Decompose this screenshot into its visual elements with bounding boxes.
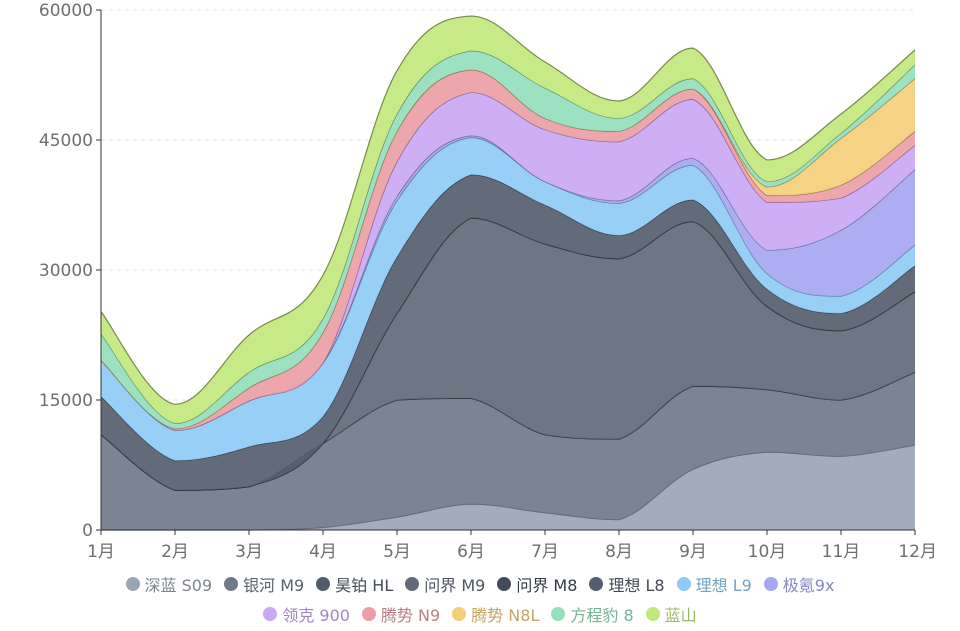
legend-swatch — [452, 607, 467, 621]
x-tick-label: 3月 — [235, 542, 263, 562]
legend-label: 腾势 N8L — [471, 606, 540, 625]
series-area-0 — [101, 445, 915, 530]
stacked-area-chart: 0 15000 30000 45000 60000 1月 2月 3月 4月 5月 6月 7月 8月 9月 1… — [39, 1, 937, 562]
x-tick-label: 8月 — [605, 542, 633, 562]
legend-row-1: 深蓝 S09 银河 M9 昊铂 HL 问界 M9 问界 M8 理想 L8 理想 L9 极氪9x — [0, 572, 960, 596]
x-tick-label: 10月 — [748, 542, 787, 562]
series-area-3 — [101, 218, 915, 491]
legend-item[interactable]: 理想 L9 — [676, 572, 752, 596]
legend-label: 深蓝 S09 — [144, 576, 213, 595]
x-tick-label: 7月 — [531, 542, 559, 562]
legend-swatch — [645, 607, 660, 621]
legend-label: 问界 M9 — [424, 576, 486, 595]
legend-label: 昊铂 HL — [335, 576, 394, 595]
y-tick-label: 0 — [82, 521, 93, 541]
legend-label: 腾势 N9 — [380, 606, 441, 625]
legend-swatch — [551, 607, 566, 621]
x-tick-label: 6月 — [457, 542, 485, 562]
series-line-8 — [100, 91, 916, 431]
legend-item[interactable]: 理想 L8 — [589, 572, 665, 596]
legend-label: 理想 L9 — [695, 576, 752, 595]
legend-item[interactable]: 领克 900 — [263, 602, 350, 626]
legend-item[interactable]: 腾势 N8L — [452, 602, 539, 626]
legend-swatch — [589, 577, 604, 591]
legend-item[interactable]: 极氪9x — [763, 572, 835, 596]
x-tick-label: 5月 — [383, 542, 411, 562]
legend-swatch — [125, 577, 140, 591]
x-tick-label: 9月 — [679, 542, 707, 562]
legend-swatch — [316, 577, 331, 591]
x-tick-label: 4月 — [309, 542, 337, 562]
legend-label: 理想 L8 — [608, 576, 665, 595]
x-tick-label: 1月 — [87, 542, 115, 562]
legend-label: 领克 900 — [282, 606, 350, 625]
legend-label: 方程豹 8 — [570, 606, 634, 625]
legend-row-2: 领克 900 腾势 N9 腾势 N8L 方程豹 8 蓝山 — [0, 602, 960, 626]
legend-label: 问界 M8 — [516, 576, 578, 595]
legend-label: 银河 M9 — [243, 576, 305, 595]
legend-item[interactable]: 银河 M9 — [224, 572, 304, 596]
y-tick-label: 60000 — [39, 1, 93, 21]
y-tick-label: 30000 — [39, 261, 93, 281]
series-area-12 — [101, 16, 915, 424]
legend-swatch — [763, 577, 778, 591]
legend-swatch — [224, 577, 239, 591]
legend-swatch — [497, 577, 512, 591]
legend-item[interactable]: 深蓝 S09 — [125, 572, 213, 596]
legend-label: 极氪9x — [782, 576, 835, 595]
legend-item[interactable]: 腾势 N9 — [361, 602, 441, 626]
legend-swatch — [405, 577, 420, 591]
x-tick-label: 12月 — [898, 542, 937, 562]
y-tick-label: 15000 — [39, 391, 93, 411]
series-line-12 — [100, 15, 916, 405]
legend-item[interactable]: 问界 M9 — [405, 572, 485, 596]
x-tick-label: 11月 — [822, 542, 861, 562]
legend-item[interactable]: 方程豹 8 — [551, 602, 634, 626]
legend-swatch — [361, 607, 376, 621]
y-tick-label: 45000 — [39, 131, 93, 151]
legend-label: 蓝山 — [664, 606, 697, 625]
legend-item[interactable]: 昊铂 HL — [316, 572, 393, 596]
legend-swatch — [263, 607, 278, 621]
legend-item[interactable]: 蓝山 — [645, 602, 697, 626]
x-tick-label: 2月 — [161, 542, 189, 562]
series-area-1 — [101, 372, 915, 530]
legend-swatch — [676, 577, 691, 591]
legend-item[interactable]: 问界 M8 — [497, 572, 577, 596]
